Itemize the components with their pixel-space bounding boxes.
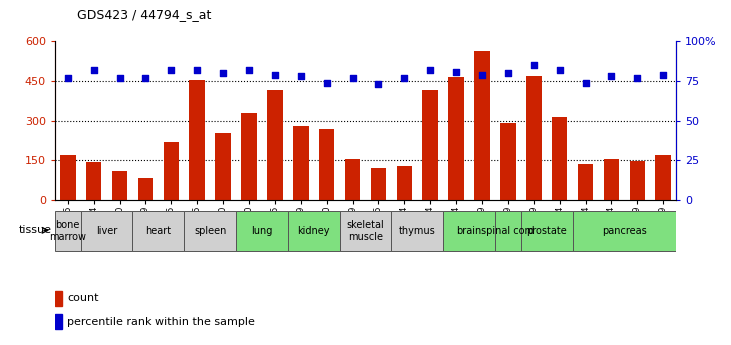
Point	[502, 70, 514, 76]
Point	[217, 70, 229, 76]
Bar	[164, 142, 179, 200]
FancyBboxPatch shape	[340, 211, 391, 251]
Bar	[216, 132, 231, 200]
Bar	[60, 155, 75, 200]
Point	[528, 62, 539, 68]
Bar	[526, 76, 542, 200]
Point	[398, 75, 410, 81]
Text: count: count	[67, 294, 99, 303]
Text: thymus: thymus	[399, 226, 436, 236]
Bar	[423, 90, 438, 200]
Bar	[112, 171, 127, 200]
Point	[114, 75, 126, 81]
Text: tissue: tissue	[19, 225, 52, 235]
Text: kidney: kidney	[298, 226, 330, 236]
Point	[476, 72, 488, 78]
FancyBboxPatch shape	[572, 211, 676, 251]
Text: spleen: spleen	[194, 226, 227, 236]
Text: spinal cord: spinal cord	[481, 226, 534, 236]
Bar	[267, 90, 283, 200]
Bar	[448, 77, 464, 200]
Point	[632, 75, 643, 81]
Text: pancreas: pancreas	[602, 226, 647, 236]
FancyBboxPatch shape	[521, 211, 572, 251]
Bar	[396, 166, 412, 200]
Point	[346, 75, 358, 81]
Point	[605, 73, 617, 79]
FancyBboxPatch shape	[495, 211, 521, 251]
Text: heart: heart	[145, 226, 172, 236]
Text: bone
marrow: bone marrow	[49, 220, 86, 242]
Bar	[319, 129, 334, 200]
Bar	[241, 113, 257, 200]
Bar	[552, 117, 567, 200]
Point	[321, 80, 333, 86]
FancyBboxPatch shape	[184, 211, 236, 251]
FancyBboxPatch shape	[391, 211, 443, 251]
Bar	[293, 126, 308, 200]
FancyBboxPatch shape	[288, 211, 340, 251]
Bar	[86, 162, 102, 200]
Bar	[604, 159, 619, 200]
Bar	[189, 80, 205, 200]
FancyBboxPatch shape	[132, 211, 184, 251]
Point	[243, 67, 255, 73]
Text: brain: brain	[456, 226, 482, 236]
Text: lung: lung	[251, 226, 273, 236]
Bar	[629, 161, 645, 200]
FancyBboxPatch shape	[80, 211, 132, 251]
Point	[88, 67, 99, 73]
Bar	[656, 155, 671, 200]
Text: skeletal
muscle: skeletal muscle	[346, 220, 385, 242]
Text: prostate: prostate	[526, 226, 567, 236]
Bar	[137, 178, 154, 200]
FancyBboxPatch shape	[443, 211, 495, 251]
Point	[295, 73, 306, 79]
Text: percentile rank within the sample: percentile rank within the sample	[67, 317, 255, 327]
Point	[554, 67, 566, 73]
Point	[140, 75, 151, 81]
Point	[165, 67, 177, 73]
Point	[425, 67, 436, 73]
Text: GDS423 / 44794_s_at: GDS423 / 44794_s_at	[77, 8, 211, 21]
Bar	[371, 168, 386, 200]
Bar	[474, 51, 490, 200]
FancyBboxPatch shape	[236, 211, 288, 251]
Bar	[577, 164, 594, 200]
Point	[62, 75, 74, 81]
Bar	[500, 124, 515, 200]
FancyBboxPatch shape	[55, 211, 80, 251]
Point	[450, 69, 462, 74]
Point	[373, 81, 385, 87]
Bar	[55, 314, 62, 329]
Point	[192, 67, 203, 73]
Text: liver: liver	[96, 226, 117, 236]
Bar	[345, 159, 360, 200]
Bar	[55, 290, 62, 306]
Point	[269, 72, 281, 78]
Point	[580, 80, 591, 86]
Point	[657, 72, 669, 78]
